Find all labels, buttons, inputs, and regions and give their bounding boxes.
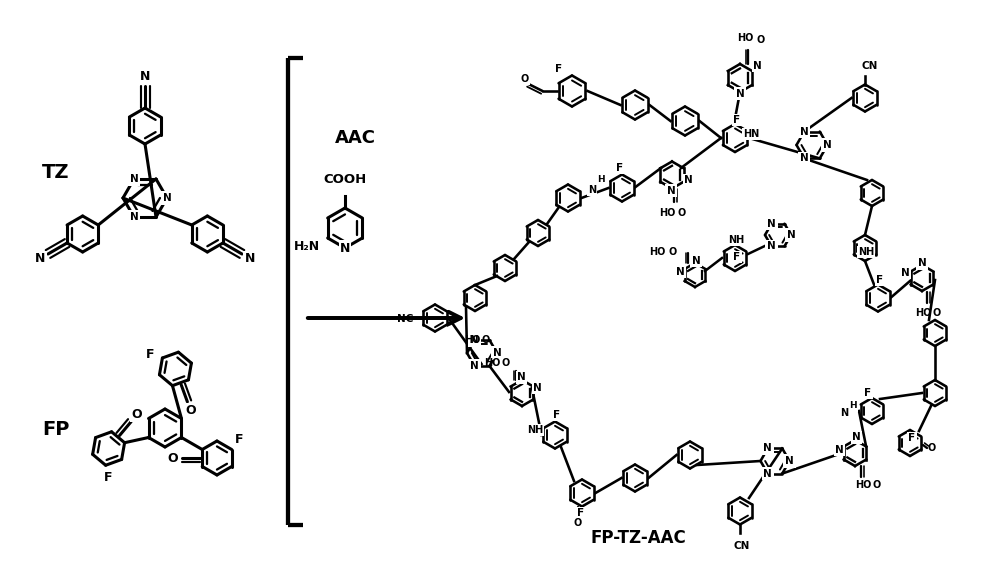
Text: F: F: [876, 275, 884, 285]
Text: N: N: [35, 252, 45, 265]
Text: HO: HO: [659, 208, 675, 218]
Text: N: N: [800, 127, 809, 136]
Text: FP-TZ-AAC: FP-TZ-AAC: [590, 529, 686, 547]
Text: CN: CN: [862, 61, 878, 71]
Text: N: N: [763, 469, 772, 479]
Text: N: N: [140, 71, 150, 83]
Text: N: N: [767, 219, 776, 229]
Text: N: N: [840, 408, 848, 418]
Text: N: N: [533, 383, 542, 393]
Text: N: N: [130, 174, 138, 184]
Text: N: N: [130, 212, 138, 222]
Text: O: O: [502, 358, 510, 368]
Text: NC: NC: [397, 314, 413, 324]
Text: N: N: [163, 193, 171, 203]
Text: O: O: [669, 247, 677, 257]
Text: F: F: [146, 348, 155, 361]
Text: N: N: [245, 252, 255, 265]
Text: O: O: [678, 208, 686, 218]
Text: N: N: [736, 89, 744, 99]
Text: O: O: [757, 35, 765, 45]
Text: F: F: [908, 433, 916, 443]
Text: N: N: [835, 445, 844, 455]
Text: FP: FP: [42, 420, 69, 439]
Text: N: N: [852, 433, 861, 442]
Text: N: N: [684, 175, 693, 185]
Text: NH: NH: [858, 247, 874, 257]
Text: N: N: [800, 153, 809, 163]
Text: O: O: [520, 74, 529, 84]
Text: H: H: [849, 402, 857, 410]
Text: O: O: [482, 335, 490, 345]
Text: CN: CN: [734, 541, 750, 551]
Text: NH: NH: [527, 425, 543, 435]
Text: AAC: AAC: [335, 129, 376, 147]
Text: O: O: [132, 408, 142, 422]
Text: F: F: [733, 252, 741, 262]
Text: F: F: [104, 471, 113, 484]
Text: N: N: [763, 444, 772, 454]
Text: F: F: [555, 64, 563, 74]
Text: HO: HO: [855, 480, 871, 490]
Text: HO: HO: [484, 358, 500, 368]
Text: HN: HN: [743, 129, 759, 139]
Text: N: N: [667, 185, 675, 195]
Text: HO: HO: [464, 335, 480, 345]
Text: N: N: [901, 268, 910, 278]
Text: F: F: [235, 433, 243, 446]
Text: N: N: [470, 335, 479, 345]
Text: O: O: [933, 308, 941, 318]
Text: N: N: [753, 61, 762, 71]
Text: O: O: [574, 518, 582, 528]
Text: N: N: [823, 140, 832, 150]
Text: N: N: [785, 456, 794, 466]
Text: F: F: [577, 508, 585, 518]
Text: NH: NH: [728, 235, 744, 245]
Text: O: O: [873, 480, 881, 490]
Text: HO: HO: [649, 247, 665, 257]
Text: H₂N: H₂N: [294, 240, 320, 252]
Text: COOH: COOH: [323, 173, 367, 186]
Text: N: N: [588, 185, 596, 195]
Text: N: N: [787, 230, 795, 240]
Text: O: O: [928, 443, 936, 453]
Text: N: N: [767, 241, 776, 251]
Text: N: N: [918, 258, 926, 269]
Text: TZ: TZ: [42, 163, 70, 182]
Text: N: N: [676, 267, 685, 277]
Text: H: H: [597, 175, 605, 184]
Text: HO: HO: [737, 33, 753, 43]
Text: F: F: [553, 410, 561, 420]
Text: F: F: [733, 115, 741, 125]
Text: O: O: [185, 404, 196, 417]
Text: N: N: [340, 241, 350, 255]
Text: F: F: [864, 388, 872, 398]
Text: N: N: [692, 255, 700, 265]
Text: F: F: [616, 163, 624, 173]
Text: HO: HO: [915, 308, 931, 318]
Text: N: N: [493, 348, 501, 358]
Text: N: N: [470, 361, 479, 371]
Text: O: O: [168, 451, 178, 465]
Text: N: N: [517, 373, 526, 382]
